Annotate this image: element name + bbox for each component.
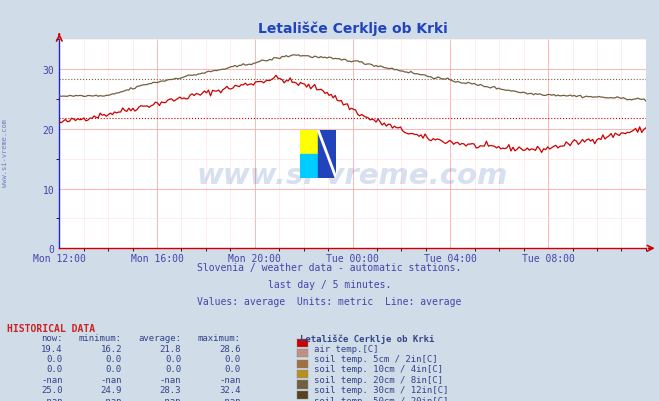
Text: 0.0: 0.0 xyxy=(106,365,122,373)
Text: Values: average  Units: metric  Line: average: Values: average Units: metric Line: aver… xyxy=(197,296,462,306)
Title: Letališče Cerklje ob Krki: Letališče Cerklje ob Krki xyxy=(258,22,447,36)
Text: soil temp. 30cm / 12in[C]: soil temp. 30cm / 12in[C] xyxy=(314,385,449,394)
Text: last day / 5 minutes.: last day / 5 minutes. xyxy=(268,279,391,290)
Text: soil temp. 20cm / 8in[C]: soil temp. 20cm / 8in[C] xyxy=(314,375,444,384)
Text: 28.6: 28.6 xyxy=(219,344,241,352)
Text: 28.3: 28.3 xyxy=(159,385,181,394)
Bar xyxy=(300,130,318,154)
Text: 24.9: 24.9 xyxy=(100,385,122,394)
Text: air temp.[C]: air temp.[C] xyxy=(314,344,379,352)
Text: -nan: -nan xyxy=(159,396,181,401)
Text: maximum:: maximum: xyxy=(198,334,241,342)
Text: 32.4: 32.4 xyxy=(219,385,241,394)
Text: -nan: -nan xyxy=(100,396,122,401)
Text: 0.0: 0.0 xyxy=(165,365,181,373)
Text: -nan: -nan xyxy=(41,375,63,384)
Text: 21.8: 21.8 xyxy=(159,344,181,352)
Text: soil temp. 50cm / 20in[C]: soil temp. 50cm / 20in[C] xyxy=(314,396,449,401)
Text: 19.4: 19.4 xyxy=(41,344,63,352)
Text: -nan: -nan xyxy=(219,396,241,401)
Text: 0.0: 0.0 xyxy=(47,354,63,363)
Text: Slovenia / weather data - automatic stations.: Slovenia / weather data - automatic stat… xyxy=(197,263,462,273)
Text: 0.0: 0.0 xyxy=(47,365,63,373)
Text: 0.0: 0.0 xyxy=(225,354,241,363)
Text: www.si-vreme.com: www.si-vreme.com xyxy=(197,162,508,190)
Text: www.si-vreme.com: www.si-vreme.com xyxy=(2,118,9,186)
Text: average:: average: xyxy=(138,334,181,342)
Text: 0.0: 0.0 xyxy=(225,365,241,373)
Text: now:: now: xyxy=(41,334,63,342)
Text: 16.2: 16.2 xyxy=(100,344,122,352)
Text: -nan: -nan xyxy=(100,375,122,384)
Text: Letališče Cerklje ob Krki: Letališče Cerklje ob Krki xyxy=(300,334,434,343)
Bar xyxy=(300,154,318,178)
Text: minimum:: minimum: xyxy=(79,334,122,342)
Text: -nan: -nan xyxy=(219,375,241,384)
Text: 0.0: 0.0 xyxy=(165,354,181,363)
Text: 0.0: 0.0 xyxy=(106,354,122,363)
Text: HISTORICAL DATA: HISTORICAL DATA xyxy=(7,323,95,333)
Text: -nan: -nan xyxy=(159,375,181,384)
Text: soil temp. 5cm / 2in[C]: soil temp. 5cm / 2in[C] xyxy=(314,354,438,363)
Bar xyxy=(318,130,336,178)
Text: soil temp. 10cm / 4in[C]: soil temp. 10cm / 4in[C] xyxy=(314,365,444,373)
Text: -nan: -nan xyxy=(41,396,63,401)
Text: 25.0: 25.0 xyxy=(41,385,63,394)
